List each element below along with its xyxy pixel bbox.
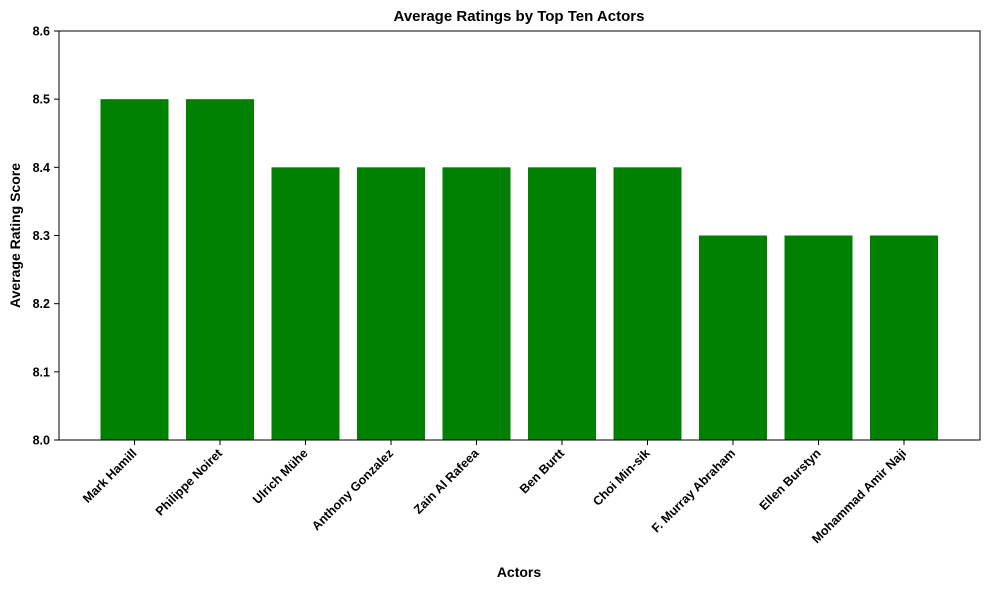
x-tick-label: Zain Al Rafeea [411,445,482,516]
y-tick-label: 8.6 [33,25,50,39]
bar-1 [100,99,169,441]
chart-title: Average Ratings by Top Ten Actors [394,8,645,25]
bar-6 [528,167,596,441]
bar-2 [186,99,254,441]
bar-5 [442,167,511,441]
bar-4 [357,167,425,441]
bars-group [100,99,938,441]
x-tick-label: Mark Hamill [80,446,140,506]
bar-7 [613,167,682,441]
x-axis: Mark Hamill Philippe Noiret Ulrich MüheAnt… [80,440,909,546]
y-tick-label: 8.0 [33,434,50,448]
y-axis: 8.0 8.1 8.2 8.3 8.4 8.5 8.6 [33,25,59,448]
x-tick-label: Mohammad Amir Naji [809,446,909,546]
bar-8 [699,235,767,440]
y-tick-label: 8.2 [33,297,50,311]
y-tick-label: 8.1 [33,365,50,379]
x-tick-label: F. Murray Abraham [649,446,738,535]
y-tick-label: 8.3 [33,229,50,243]
x-tick-label: Ellen Burstyn [757,446,824,513]
x-tick-label: Philippe Noiret [153,446,226,519]
y-axis-label: Average Rating Score [7,163,23,308]
y-tick-label: 8.5 [33,93,50,107]
bar-10 [870,235,938,440]
x-tick-label: Choi Min-sik [590,446,652,508]
x-axis-label: Actors [497,564,542,580]
bar-9 [784,235,853,440]
x-tick-label: Ben Burtt [517,446,568,497]
bar-3 [271,167,340,441]
x-tick-label: Anthony Gonzalez [309,446,396,533]
x-tick-label: Ulrich Mühe [250,446,311,507]
y-tick-label: 8.4 [33,161,50,175]
